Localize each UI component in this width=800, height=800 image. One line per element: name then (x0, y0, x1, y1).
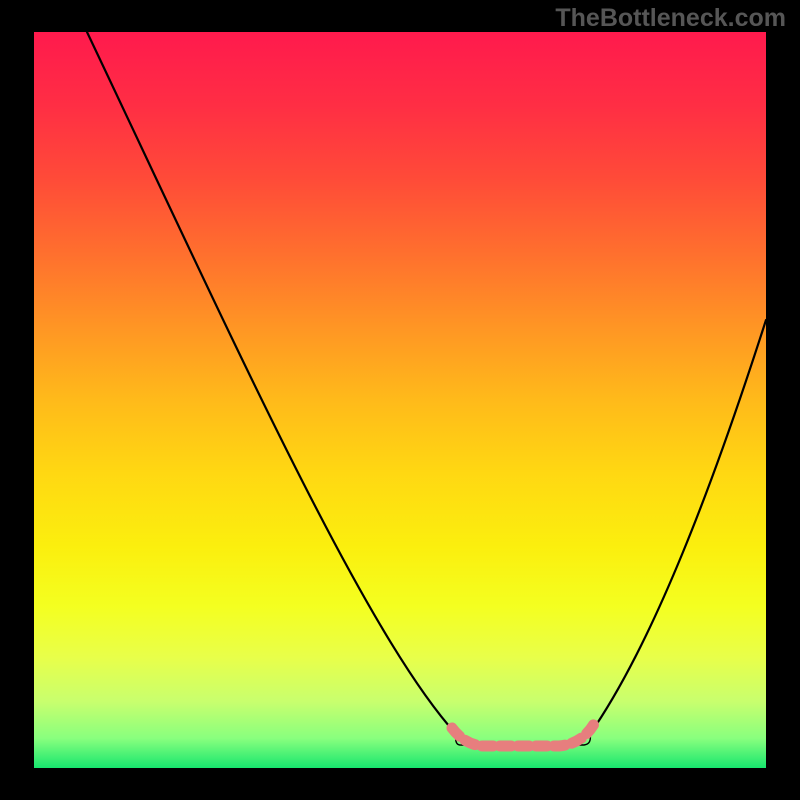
watermark-text: TheBottleneck.com (555, 4, 786, 33)
chart-container: TheBottleneck.com (0, 0, 800, 800)
bottleneck-chart (0, 0, 800, 800)
